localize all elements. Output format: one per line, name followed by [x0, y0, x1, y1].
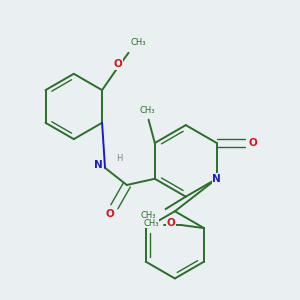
Text: O: O — [166, 218, 175, 228]
Text: CH₃: CH₃ — [143, 219, 159, 228]
Text: CH₃: CH₃ — [141, 211, 156, 220]
Text: O: O — [248, 138, 257, 148]
Text: CH₃: CH₃ — [130, 38, 146, 47]
Text: CH₃: CH₃ — [139, 106, 155, 116]
Text: H: H — [116, 154, 122, 163]
Text: N: N — [212, 174, 221, 184]
Text: N: N — [94, 160, 103, 170]
Text: O: O — [106, 208, 114, 219]
Text: O: O — [113, 59, 122, 69]
